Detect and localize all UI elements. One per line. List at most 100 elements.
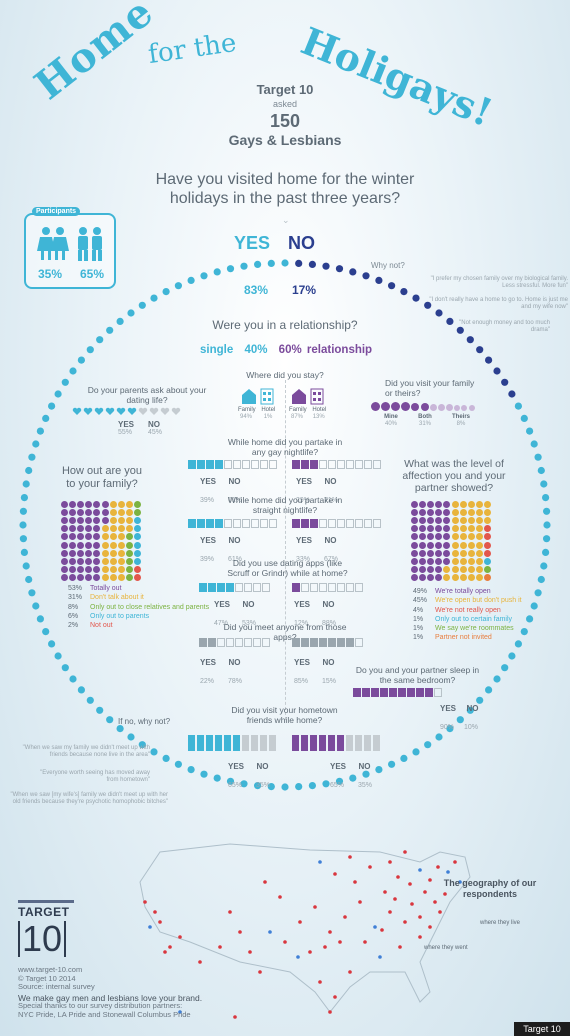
stay-rel-family-pct: 87% <box>291 414 304 420</box>
ring-dot <box>537 466 545 475</box>
map-dot <box>428 878 432 882</box>
mine-pct: 40% <box>384 421 397 427</box>
grid-dot <box>68 574 76 582</box>
ring-dot <box>281 259 289 267</box>
gay-nightlife-single-icons <box>187 460 277 469</box>
grid-dot <box>476 525 484 533</box>
grid-dot <box>101 533 109 541</box>
footer-lines: www.target-10.com © Target 10 2014 Sourc… <box>18 965 278 1019</box>
couple-icon <box>216 638 225 647</box>
ring-dot <box>25 466 33 475</box>
map-dot <box>433 900 437 904</box>
map-dot <box>383 890 387 894</box>
grid-dot <box>76 549 84 557</box>
legend-label: We're totally open <box>435 588 491 595</box>
grid-dot <box>60 574 68 582</box>
grid-dot <box>410 525 418 533</box>
ring-dot <box>267 783 275 791</box>
glass-icon <box>241 460 250 469</box>
hometown-rel-yn: YES NO 65% 35% <box>330 756 372 792</box>
legend-item: 1% We say we're roommates <box>413 624 522 633</box>
straight-nightlife-single-icons <box>187 519 277 528</box>
ring-dot <box>20 548 28 557</box>
grid-dot <box>93 525 101 533</box>
if-no-quote-1: "When we saw my family we didn't meet up… <box>22 745 150 758</box>
ring-dot <box>22 480 30 488</box>
legend-label: Don't talk about it <box>90 594 144 602</box>
ring-dot <box>534 453 542 461</box>
grid-dot <box>435 541 443 549</box>
if-no-label: If no, why not? <box>118 717 171 726</box>
glass-icon <box>336 460 345 469</box>
dating-apps-rel-yn: YES NO 12% 88% <box>294 594 336 630</box>
grid-dot <box>134 516 142 524</box>
ring-dot <box>501 664 509 672</box>
grid-dot <box>93 557 101 565</box>
couple-icon <box>291 638 300 647</box>
ring-dot <box>424 301 432 309</box>
map-dot <box>168 945 172 949</box>
hometown-single-yn: YES NO 65% 35% <box>228 756 270 792</box>
grid-dot <box>467 500 475 508</box>
grid-dot <box>68 541 76 549</box>
grid-dot <box>93 574 101 582</box>
map-dot <box>410 902 414 906</box>
ring-dot <box>493 675 501 683</box>
ring-dot <box>508 652 516 660</box>
grid-dot <box>418 525 426 533</box>
glass-icon <box>196 460 205 469</box>
grid-dot <box>459 525 467 533</box>
no-text: NO <box>228 536 241 545</box>
grid-dot <box>451 500 459 508</box>
grid-dot <box>76 500 84 508</box>
legend-pct: 1% <box>413 634 424 642</box>
ring-dot <box>138 301 146 309</box>
grid-dot <box>426 516 434 524</box>
why-not-answer-2: "I don't really have a home to go to. Ho… <box>429 297 568 310</box>
family-dot <box>390 401 400 411</box>
couple-icon <box>252 638 261 647</box>
parents-ask-question: Do your parents ask about your dating li… <box>87 385 207 405</box>
ring-dot <box>42 628 50 636</box>
participants-people-icon <box>37 227 102 261</box>
glass-icon <box>363 460 372 469</box>
grid-dot <box>484 541 492 549</box>
glass-icon <box>205 519 214 528</box>
straight-nightlife-rel-icons <box>291 519 381 528</box>
bed-icon <box>361 688 370 697</box>
glass-icon <box>345 519 354 528</box>
footer-url[interactable]: www.target-10.com <box>18 965 83 974</box>
grid-dot <box>93 500 101 508</box>
ring-dot <box>187 766 195 774</box>
legend-item: 49% We're totally open <box>413 587 522 596</box>
person-icon <box>346 735 353 751</box>
affection-question: What was the level of affection you and … <box>402 458 506 494</box>
bed-icon <box>424 688 433 697</box>
grid-dot <box>85 557 93 565</box>
ring-dot <box>61 664 69 672</box>
ring-dot <box>48 402 56 410</box>
ring-dot <box>42 414 50 422</box>
ring-dot <box>69 367 77 375</box>
grid-dot <box>109 516 117 524</box>
person-icon <box>206 735 213 751</box>
couple-icon <box>198 638 207 647</box>
phone-icon <box>354 583 363 592</box>
grid-dot <box>476 533 484 541</box>
map-dot <box>158 920 162 924</box>
ring-dot <box>542 494 550 502</box>
ring-dot <box>412 294 420 302</box>
map-dot <box>178 935 182 939</box>
ring-dot <box>362 770 370 778</box>
grid-dot <box>459 574 467 582</box>
ring-dot <box>19 521 27 529</box>
heart-icon <box>94 407 104 415</box>
gay-nightlife-question: While home did you partake in any gay ni… <box>227 437 343 457</box>
glass-icon <box>223 519 232 528</box>
grid-dot <box>60 516 68 524</box>
grid-dot <box>443 516 451 524</box>
map-dot <box>418 935 422 939</box>
legend-pct: 6% <box>68 612 79 620</box>
parents-yes: YES 55% <box>118 420 134 436</box>
grid-dot <box>459 508 467 516</box>
